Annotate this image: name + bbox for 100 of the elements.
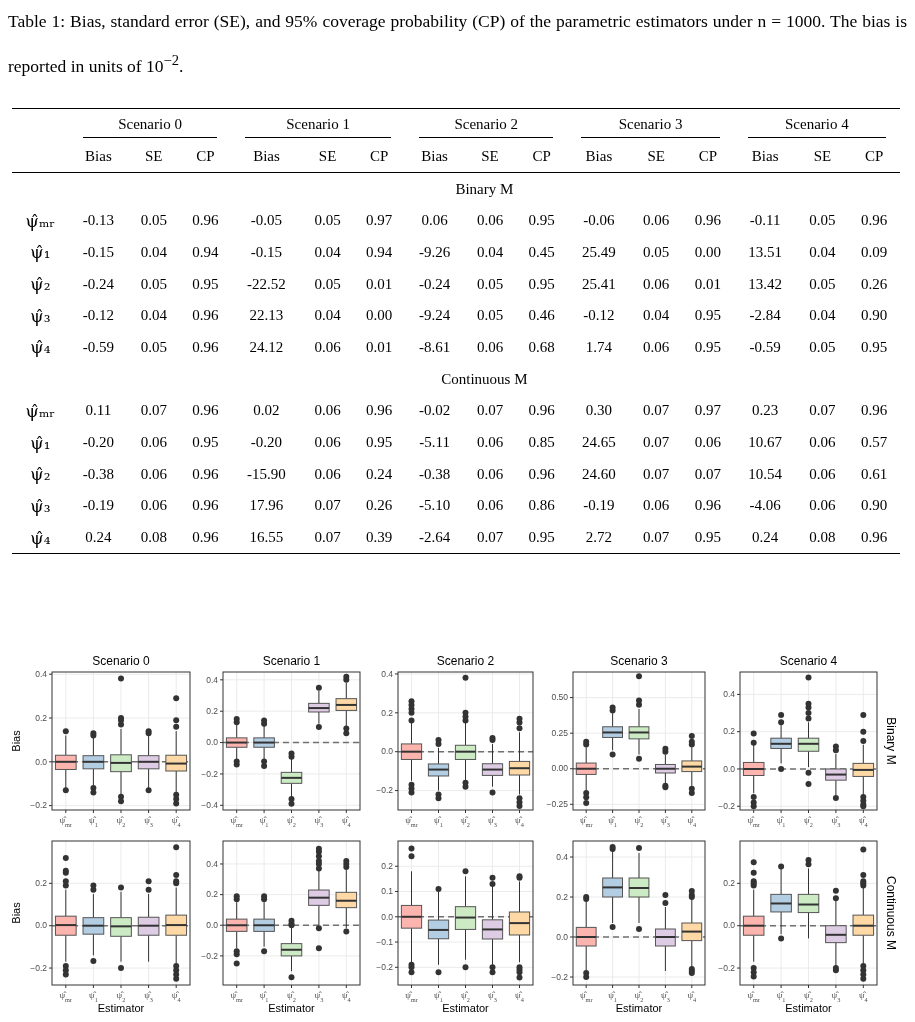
text: 0.04	[809, 307, 836, 324]
text: 0.07	[643, 529, 670, 546]
text: 0.95	[528, 212, 555, 229]
text: 13.42	[748, 275, 783, 292]
text: 0.04	[140, 307, 167, 324]
x-axis-title: Estimator	[268, 1002, 316, 1014]
text: -0.06	[583, 212, 615, 229]
text: 0.95	[192, 434, 219, 451]
text: 0.68	[528, 338, 555, 355]
y-tick-label: 0.00	[551, 763, 569, 774]
y-tick-label: 0.0	[35, 920, 48, 931]
text: -0.15	[82, 243, 114, 260]
y-tick-label: 0.4	[35, 668, 48, 679]
x-tick-label: ψ̂$_{1}$	[259, 815, 269, 828]
y-tick-label: 0.25	[551, 727, 569, 738]
text: -15.90	[247, 465, 286, 482]
text: 0.05	[643, 243, 670, 260]
text: 0.86	[528, 497, 555, 514]
text: 0.96	[861, 529, 888, 546]
text: 0.06	[476, 212, 504, 229]
text: 24.60	[582, 465, 616, 482]
text: 0.06	[643, 497, 670, 514]
text: -0.20	[250, 434, 283, 451]
text: -0.12	[82, 307, 114, 324]
y-tick-label: −0.2	[718, 962, 736, 973]
y-tick-label: 0.0	[35, 756, 48, 767]
x-tick-label: ψ̂$_{4}$	[341, 815, 352, 828]
text: 24.65	[582, 434, 616, 451]
text: 0.04	[476, 243, 504, 260]
x-tick-label: ψ̂$_{2}$	[116, 990, 126, 1003]
text: -0.38	[418, 465, 451, 482]
text: 0.00	[694, 243, 721, 260]
text: 0.96	[528, 402, 555, 419]
category-label: CP	[863, 146, 885, 166]
text: 0.96	[192, 307, 219, 324]
text: 0.06	[643, 212, 670, 229]
x-tick-label: ψ̂$_{1}$	[776, 815, 786, 828]
x-tick-label: ψ̂$_{3}$	[314, 815, 324, 828]
x-tick-label: ψ̂$_{3}$	[661, 990, 670, 1003]
text: 0.96	[192, 212, 219, 229]
text: 0.23	[752, 402, 779, 419]
x-tick-label: ψ̂$_{4}$	[341, 990, 352, 1003]
text: 0.61	[861, 465, 888, 482]
text: 0.05	[476, 275, 504, 292]
text: 17.96	[249, 497, 284, 514]
text: 0.96	[694, 497, 721, 514]
text: 0.06	[314, 338, 341, 355]
text: 0.24	[752, 529, 779, 546]
x-tick-label: ψ̂$_{4}$	[687, 990, 698, 1003]
text: 0.01	[366, 275, 393, 292]
x-tick-label: ψ̂$_{4}$	[171, 990, 182, 1003]
text: -9.26	[418, 243, 451, 260]
text: 0.06	[421, 212, 448, 229]
text: 0.97	[694, 402, 721, 419]
text: 0.26	[861, 275, 888, 292]
text: 0.04	[140, 243, 167, 260]
text: 0.90	[861, 307, 888, 324]
category-label: Bias	[584, 146, 614, 166]
x-tick-label: ψ̂$_{mr}$	[59, 990, 74, 1003]
category-label: ψ̂₂	[30, 464, 51, 485]
text: 0.06	[694, 434, 721, 451]
category-label: CP	[195, 146, 216, 166]
text: 0.06	[809, 497, 836, 514]
x-tick-label: ψ̂$_{2}$	[116, 815, 126, 828]
category-label: SE	[317, 146, 338, 166]
x-tick-label: ψ̂$_{3}$	[661, 815, 670, 828]
text: -0.12	[583, 307, 615, 324]
text: 0.96	[192, 338, 219, 355]
text: 0.06	[476, 338, 504, 355]
chart-title: Scenario 4	[779, 654, 838, 668]
text: 0.06	[809, 465, 836, 482]
y-tick-label: −0.2	[201, 950, 219, 961]
x-tick-label: ψ̂$_{1}$	[608, 990, 617, 1003]
text: 0.95	[192, 275, 219, 292]
text: 0.95	[528, 275, 555, 292]
text: 0.96	[366, 402, 393, 419]
x-tick-label: ψ̂$_{4}$	[687, 815, 698, 828]
category-label: Bias	[252, 146, 281, 166]
text: 0.06	[643, 275, 670, 292]
x-tick-label: ψ̂$_{mr}$	[747, 815, 761, 828]
text: 0.07	[314, 529, 341, 546]
text: 0.05	[809, 275, 836, 292]
text: 0.05	[140, 212, 167, 229]
text: -0.59	[82, 338, 114, 355]
text: 0.08	[809, 529, 836, 546]
text: 0.04	[314, 307, 341, 324]
y-tick-label: 0.2	[35, 878, 48, 889]
text: -5.11	[419, 434, 450, 451]
text: 0.07	[643, 465, 670, 482]
category-label: ψ̂₂	[30, 274, 51, 295]
text: 0.11	[85, 402, 112, 419]
text: 24.12	[249, 338, 284, 355]
text: 0.07	[694, 465, 721, 482]
y-tick-label: 0.2	[35, 712, 48, 723]
text: Continuous M	[883, 875, 898, 951]
text: 0.07	[314, 497, 341, 514]
text: 0.07	[476, 529, 504, 546]
category-label: CP	[369, 146, 390, 166]
text: 0.06	[140, 465, 167, 482]
text: 0.95	[528, 529, 555, 546]
